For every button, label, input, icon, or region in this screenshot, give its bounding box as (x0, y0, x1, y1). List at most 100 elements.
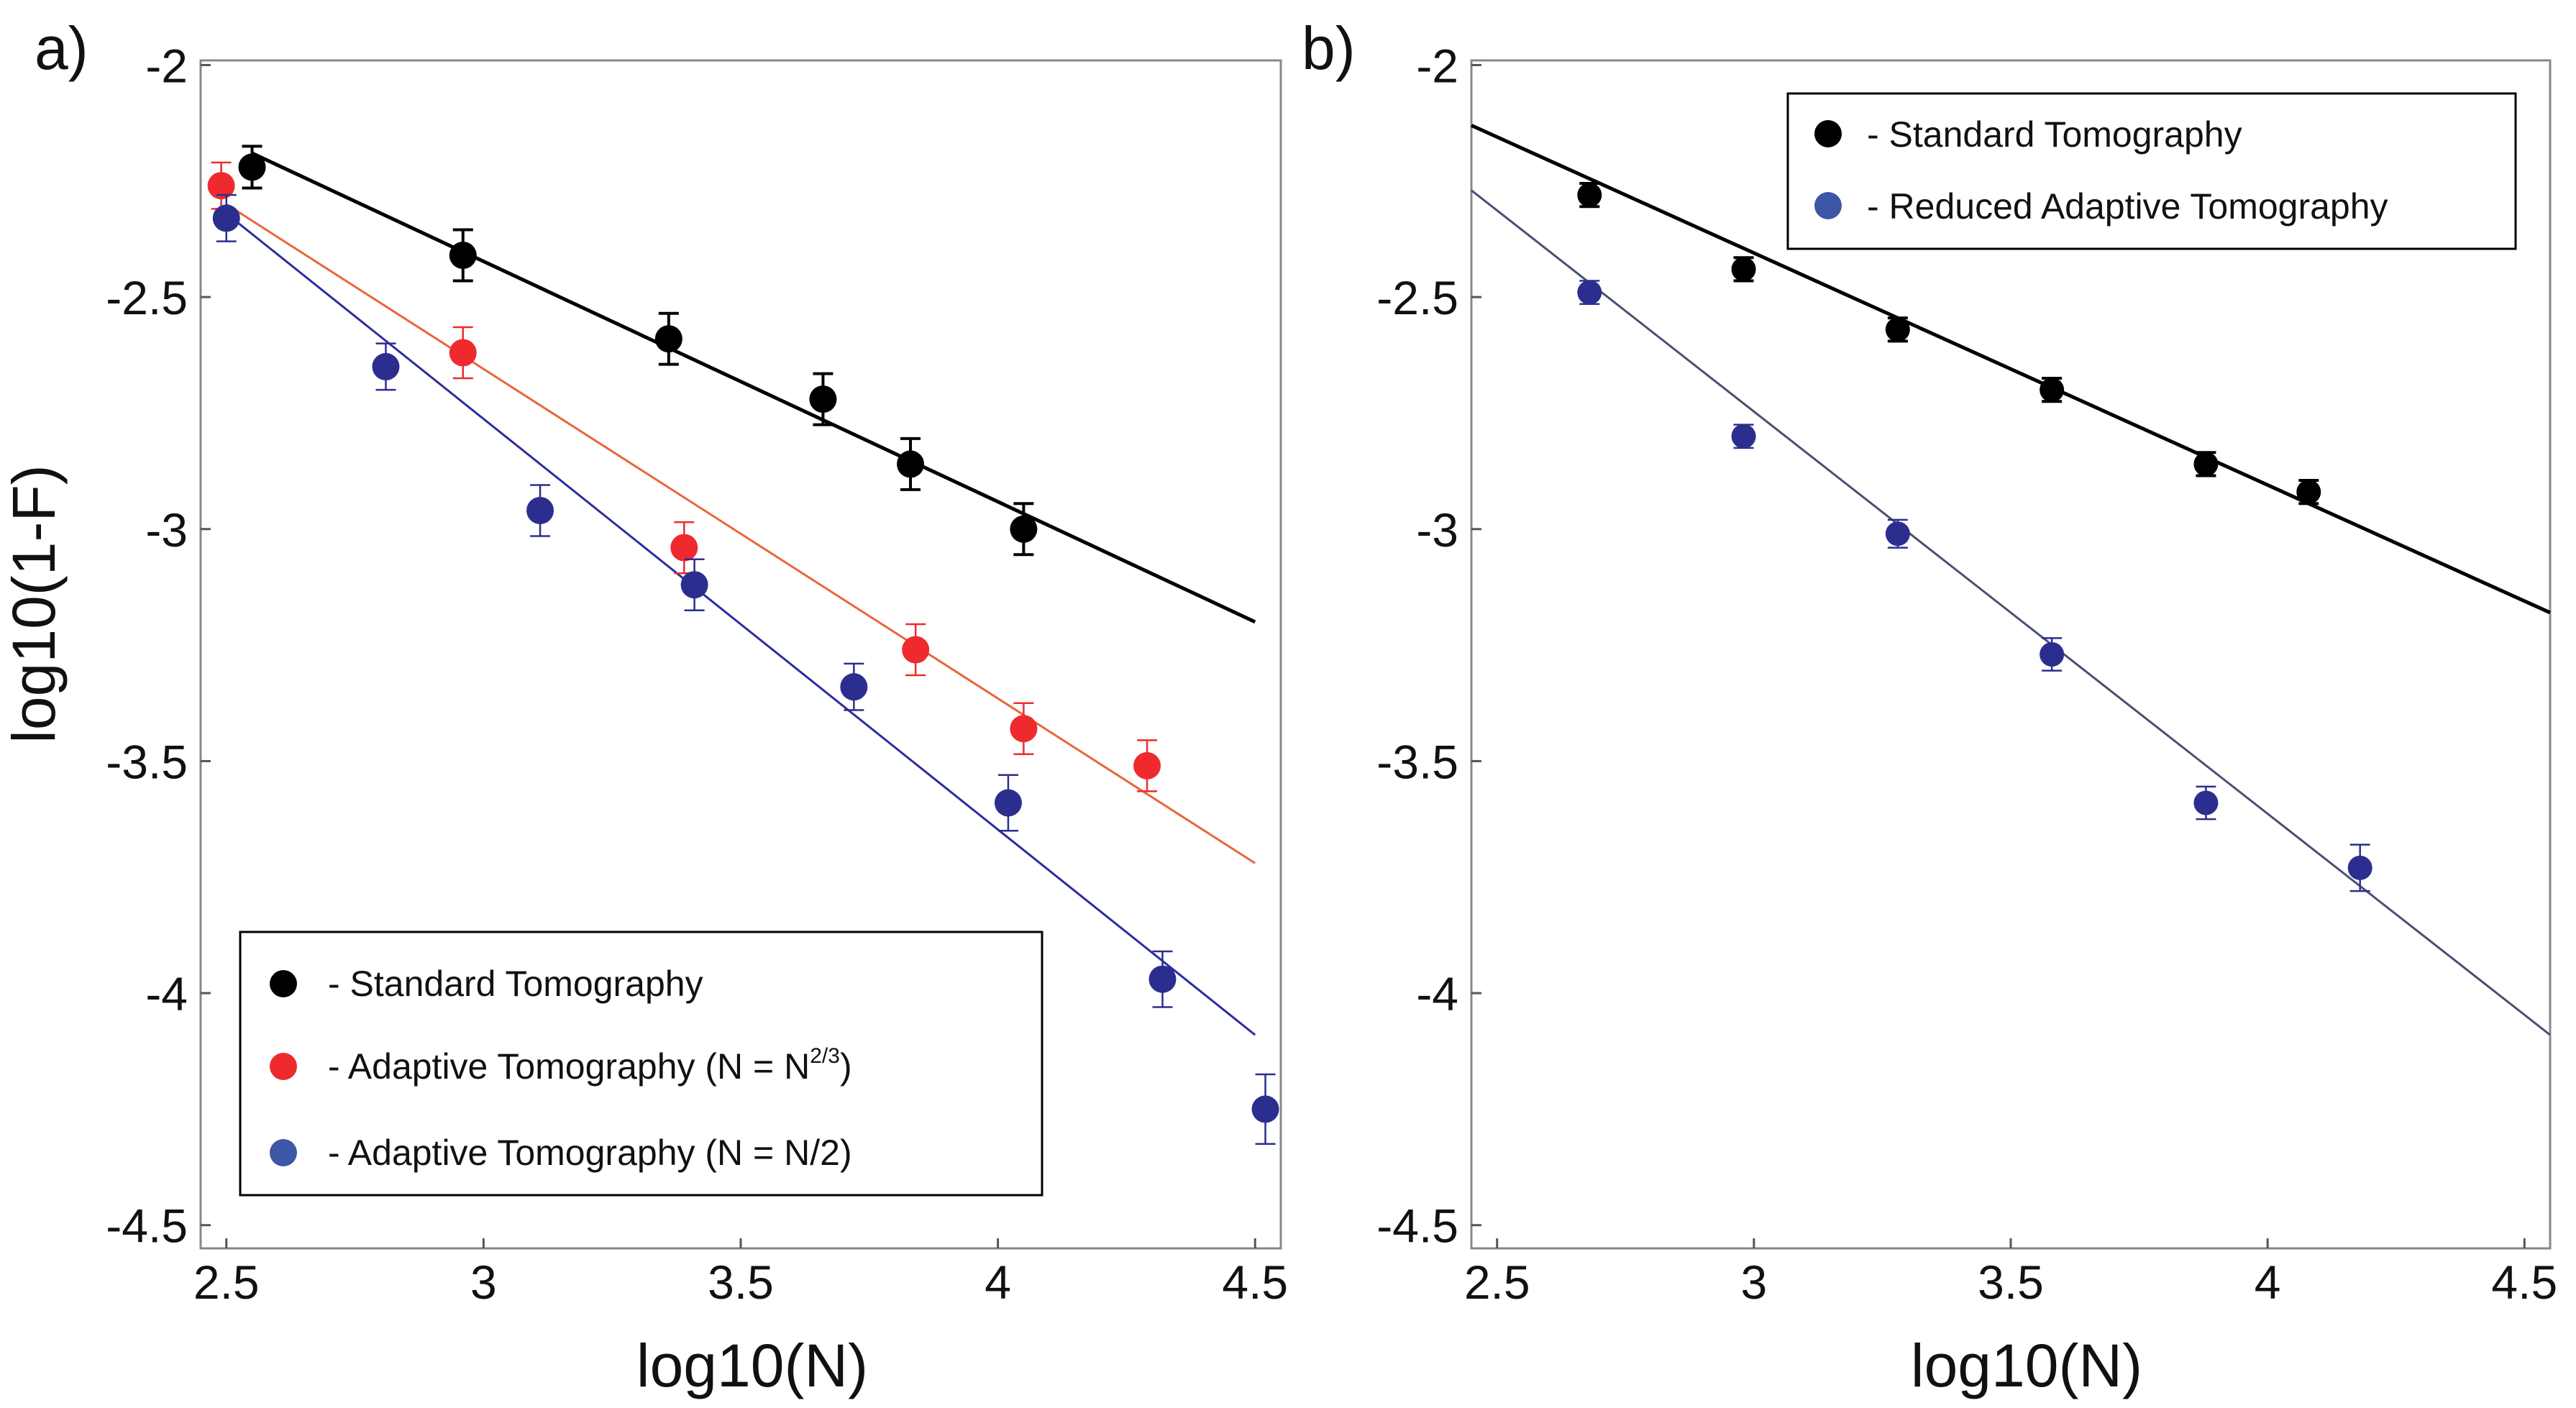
marker (902, 636, 930, 664)
fit-line-1 (225, 203, 1256, 864)
ytick-label: -3 (1416, 503, 1458, 557)
marker (840, 673, 868, 701)
marker (994, 789, 1022, 817)
data-point-1-1 (449, 326, 477, 380)
marker (212, 204, 240, 232)
panel-a-label: a) (35, 14, 88, 82)
data-point-0-1 (1731, 256, 1756, 283)
marker (2347, 855, 2372, 880)
data-point-2-4 (840, 662, 868, 711)
marker (654, 325, 682, 353)
marker (2040, 378, 2065, 403)
marker (1885, 317, 1910, 342)
legend-label-adaptive-23-suffix: ) (840, 1046, 852, 1087)
data-point-2-0 (212, 193, 240, 242)
data-point-0-2 (1885, 316, 1910, 343)
marker (2040, 642, 2065, 667)
marker (2193, 790, 2219, 815)
marker (1731, 257, 1756, 282)
data-point-1-0 (1577, 280, 1602, 306)
data-point-1-5 (2347, 844, 2372, 892)
marker (897, 450, 925, 478)
ytick-label: -2.5 (1376, 271, 1458, 324)
xtick-label: 3 (470, 1256, 497, 1309)
legend-label-adaptive-23-main: - Adaptive Tomography (N = N (328, 1046, 810, 1087)
marker (449, 242, 477, 270)
data-point-0-5 (1010, 502, 1038, 557)
legend-marker-standard-b (1814, 120, 1842, 147)
marker (449, 339, 477, 367)
data-point-1-3 (2040, 637, 2065, 672)
ytick-label: -4 (145, 967, 188, 1020)
xtick-label: 2.5 (1464, 1256, 1530, 1309)
data-point-1-4 (1010, 702, 1038, 755)
legend-label-standard: - Standard Tomography (328, 964, 703, 1004)
data-point-1-4 (2193, 785, 2219, 820)
legend-marker-adaptive-23 (270, 1053, 297, 1080)
ytick-label: -3 (145, 503, 188, 557)
panel-b-xlabel: log10(N) (1911, 1332, 2142, 1399)
xtick-label: 3.5 (708, 1256, 774, 1309)
legend-label-standard-b: - Standard Tomography (1867, 114, 2242, 155)
marker (526, 496, 554, 524)
xtick-label: 4 (985, 1256, 1011, 1309)
panel-a-xlabel: log10(N) (636, 1332, 868, 1399)
legend-label-reduced-adaptive: - Reduced Adaptive Tomography (1867, 186, 2388, 227)
data-point-1-3 (902, 623, 930, 677)
legend-label-adaptive-half: - Adaptive Tomography (N = N/2) (328, 1133, 852, 1173)
data-point-1-2 (670, 521, 698, 575)
ytick-label: -4.5 (106, 1199, 188, 1253)
data-point-1-5 (1133, 739, 1161, 792)
marker (1010, 715, 1038, 743)
panel-b-legend: - Standard Tomography - Reduced Adaptive… (1786, 92, 2517, 250)
marker (1731, 424, 1756, 449)
marker (1010, 515, 1038, 543)
xtick-label: 3.5 (1978, 1256, 2044, 1309)
marker (1885, 521, 1910, 547)
data-point-1-0 (207, 161, 235, 210)
data-point-1-1 (1731, 424, 1756, 449)
data-point-2-3 (680, 558, 708, 611)
xtick-label: 3 (1740, 1256, 1767, 1309)
marker (2193, 452, 2219, 477)
data-point-0-1 (449, 228, 477, 283)
legend-label-adaptive-23-sup: 2/3 (810, 1044, 840, 1068)
fit-line-0 (1470, 124, 2552, 615)
legend-marker-reduced-adaptive (1814, 192, 1842, 219)
panel-a-legend: - Standard Tomography - Adaptive Tomogra… (239, 931, 1043, 1197)
data-point-0-0 (1577, 182, 1602, 209)
panel-b-legend-box (1786, 92, 2517, 250)
data-point-0-2 (654, 311, 682, 366)
ytick-label: -2.5 (106, 271, 188, 324)
data-point-0-0 (238, 145, 266, 190)
ytick-label: -4.5 (1376, 1199, 1458, 1253)
xtick-label: 4.5 (1222, 1256, 1288, 1309)
ytick-label: -2 (145, 39, 188, 92)
data-point-2-5 (994, 774, 1022, 832)
xtick-label: 4 (2255, 1256, 2281, 1309)
ytick-label: -4 (1416, 967, 1458, 1020)
data-point-2-1 (372, 342, 400, 391)
ytick-label: -3.5 (106, 735, 188, 788)
data-point-0-3 (2040, 377, 2065, 403)
xtick-label: 4.5 (2491, 1256, 2557, 1309)
panel-b-label: b) (1302, 14, 1356, 82)
marker (2296, 480, 2321, 505)
marker (670, 534, 698, 562)
marker (680, 571, 708, 599)
marker (207, 172, 235, 200)
data-point-0-4 (897, 436, 925, 491)
marker (1577, 280, 1602, 305)
marker (1577, 183, 1602, 208)
xtick-label: 2.5 (193, 1256, 260, 1309)
data-point-0-5 (2296, 479, 2321, 506)
marker (238, 153, 266, 181)
panel-a: a) -2 -2.5 -3 -3.5 -4 -4.5 2.5 3 3.5 4 4.5 log10(… (0, 14, 1288, 1399)
panel-a-ylabel: log10(1-F) (0, 465, 68, 743)
ytick-label: -2 (1416, 39, 1458, 92)
data-point-1-2 (1885, 518, 1910, 549)
marker (372, 352, 400, 380)
legend-marker-standard (270, 970, 297, 997)
legend-marker-adaptive-half (270, 1139, 297, 1166)
data-point-2-7 (1251, 1073, 1279, 1146)
